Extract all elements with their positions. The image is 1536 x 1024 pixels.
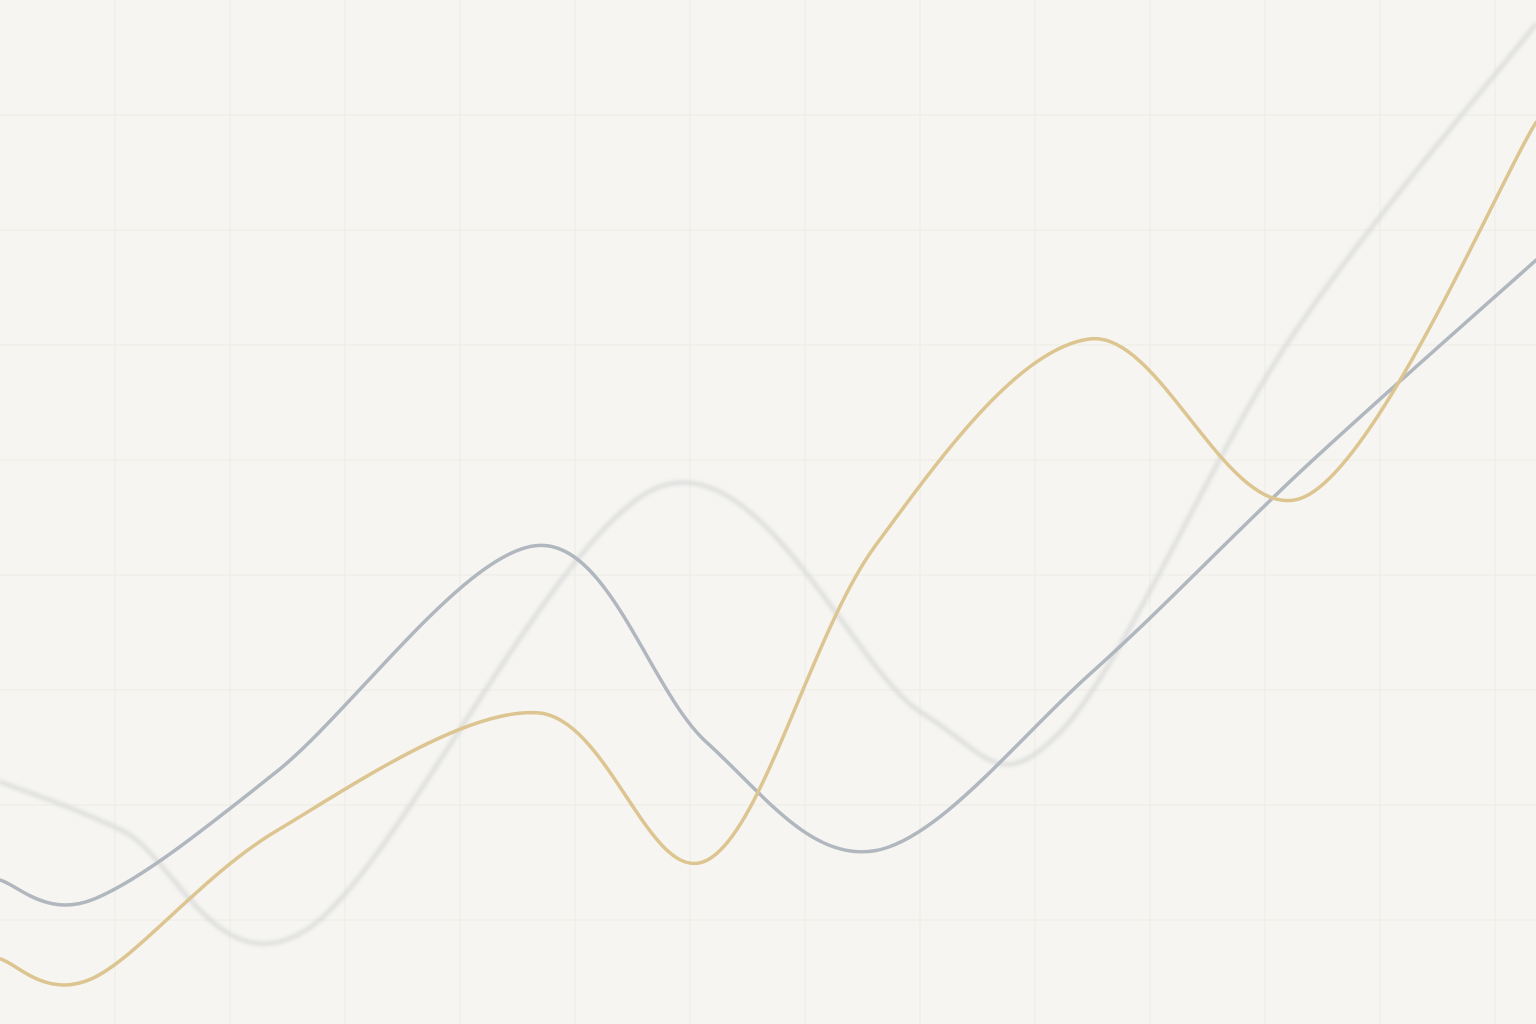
series-line-1 [0, 258, 1536, 907]
chart-series-group [0, 22, 1536, 987]
series-line-2 [0, 120, 1536, 987]
series-line-3 [0, 22, 1536, 946]
